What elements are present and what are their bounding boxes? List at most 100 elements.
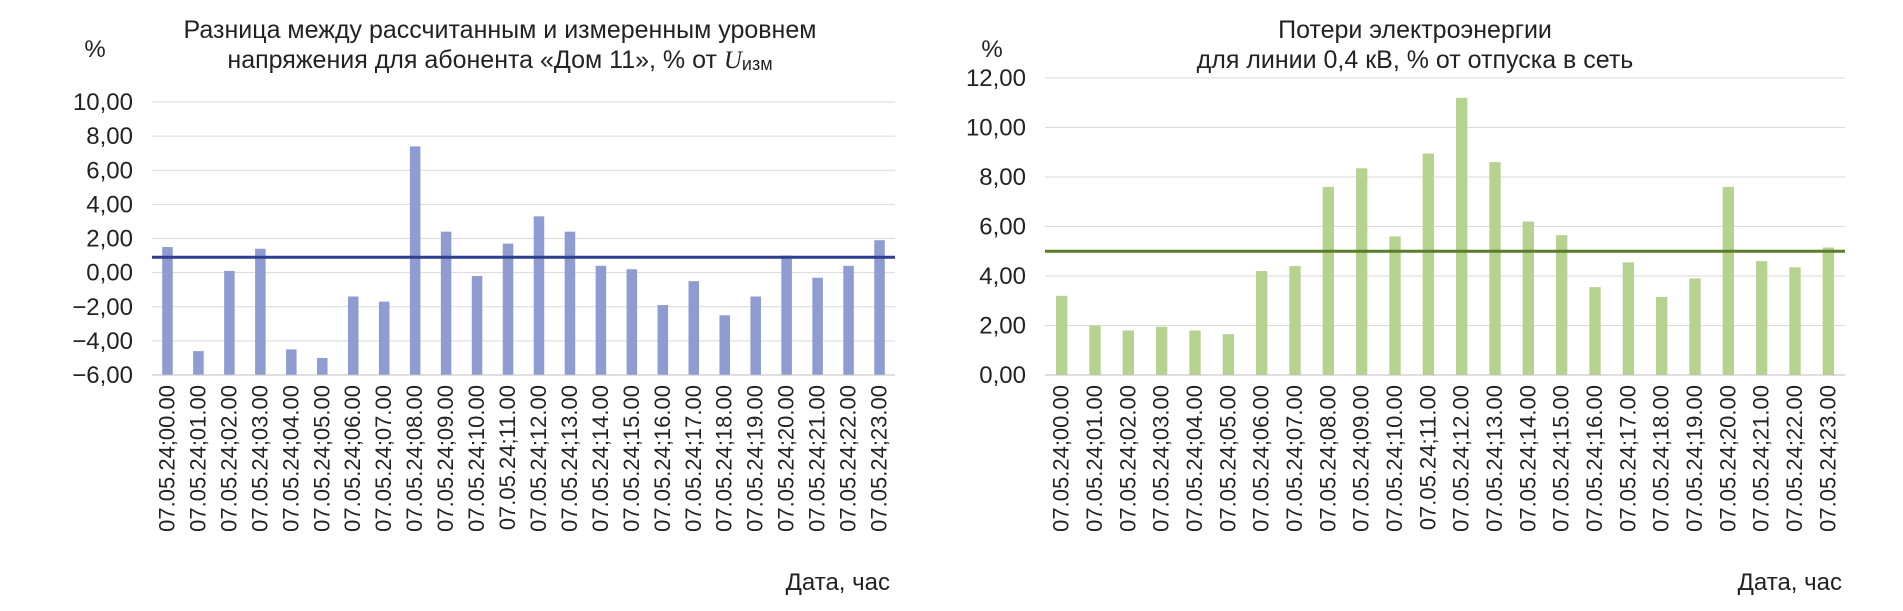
chart-1-y-tick-label: −6,00 bbox=[72, 362, 133, 389]
chart-1-bar bbox=[440, 231, 452, 375]
chart-1-y-tick-label: 2,00 bbox=[86, 226, 133, 253]
chart-2-x-tick-label: 07.05.24;15.00 bbox=[1549, 385, 1574, 532]
chart-1-bar bbox=[317, 357, 328, 375]
chart-2-x-tick-label: 07.05.24;16.00 bbox=[1582, 385, 1607, 532]
chart-2-x-tick-label: 07.05.24;21.00 bbox=[1749, 385, 1774, 532]
chart-1-x-tick-label: 07.05.24;01.00 bbox=[185, 385, 210, 532]
chart-1-x-tick-label: 07.05.24;03.00 bbox=[247, 385, 272, 532]
chart-2-bar bbox=[1822, 247, 1834, 375]
chart-1-x-tick-label: 07.05.24;18.00 bbox=[712, 385, 737, 532]
chart-2-bar bbox=[1689, 278, 1701, 375]
chart-1-x-tick-label: 07.05.24;17.00 bbox=[681, 385, 706, 532]
chart-1-title-subscript: изм bbox=[742, 54, 773, 74]
chart-1-bar bbox=[719, 315, 730, 375]
chart-2-x-tick-label: 07.05.24;11.00 bbox=[1415, 385, 1440, 530]
chart-1-title-line1: Разница между рассчитанным и измеренным … bbox=[184, 16, 817, 44]
chart-2-title-line1: Потери электроэнергии bbox=[1278, 16, 1552, 44]
chart-1-x-tick-label: 07.05.24;16.00 bbox=[650, 385, 675, 532]
chart-1-bar bbox=[502, 243, 514, 375]
chart-2-x-tick-label: 07.05.24;04.00 bbox=[1182, 385, 1207, 532]
chart-2-y-tick-label: 0,00 bbox=[979, 362, 1026, 389]
chart-2-x-tick-label: 07.05.24;07.00 bbox=[1282, 385, 1307, 532]
chart-1-x-tick-label: 07.05.24;09.00 bbox=[433, 385, 458, 532]
chart-1-y-tick-label: 6,00 bbox=[86, 157, 133, 184]
chart-2-bar bbox=[1589, 287, 1601, 375]
chart-2-y-tick-label: 8,00 bbox=[979, 164, 1026, 191]
chart-2-y-tick-label: 4,00 bbox=[979, 263, 1026, 290]
chart-1-y-tick-label: 4,00 bbox=[86, 191, 133, 218]
chart-2-bar bbox=[1722, 186, 1734, 375]
chart-1-bar bbox=[255, 248, 266, 375]
chart-1-x-tick-label: 07.05.24;13.00 bbox=[557, 385, 582, 532]
chart-1-bar bbox=[378, 301, 390, 375]
chart-1-x-tick-label: 07.05.24;21.00 bbox=[805, 385, 830, 532]
chart-1-bar bbox=[347, 296, 359, 375]
chart-1-x-tick-label: 07.05.24;15.00 bbox=[619, 385, 644, 532]
chart-1-bar bbox=[688, 281, 700, 375]
chart-1-bar bbox=[193, 351, 204, 375]
chart-2-x-tick-label: 07.05.24;03.00 bbox=[1149, 385, 1174, 532]
chart-2-x-tick-label: 07.05.24;22.00 bbox=[1782, 385, 1807, 532]
chart-1-x-tick-label: 07.05.24;11.00 bbox=[495, 385, 520, 530]
chart-2-bar bbox=[1556, 235, 1568, 375]
chart-1-bar bbox=[843, 265, 854, 375]
chart-1: Разница между рассчитанным и измеренным … bbox=[72, 16, 895, 596]
chart-2-bar bbox=[1756, 261, 1768, 375]
chart-1-x-tick-label: 07.05.24;14.00 bbox=[588, 385, 613, 532]
chart-2-bar bbox=[1322, 186, 1334, 375]
chart-1-bar bbox=[781, 255, 792, 375]
chart-2-bar bbox=[1156, 326, 1168, 375]
chart-2-bar bbox=[1622, 262, 1634, 375]
chart-2-x-tick-label: 07.05.24;20.00 bbox=[1715, 385, 1740, 532]
chart-1-bar bbox=[564, 231, 576, 375]
chart-2-plot: 0,00 2,00 4,00 6,00 8,00 10,00 12,00 07.05.24;0… bbox=[966, 65, 1845, 532]
chart-2-bar bbox=[1222, 334, 1234, 375]
chart-2-bar bbox=[1456, 97, 1468, 376]
chart-2-bar bbox=[1356, 168, 1368, 375]
chart-1-x-axis-label: Дата, час bbox=[786, 569, 890, 596]
chart-2-bar bbox=[1489, 162, 1501, 375]
chart-1-bar bbox=[533, 216, 545, 375]
chart-2-x-axis-label: Дата, час bbox=[1738, 569, 1842, 596]
chart-1-x-tick-label: 07.05.24;22.00 bbox=[836, 385, 861, 532]
chart-2-x-tick-label: 07.05.24;10.00 bbox=[1382, 385, 1407, 532]
chart-2-bar bbox=[1122, 330, 1134, 375]
chart-1-bar bbox=[162, 247, 173, 375]
chart-2-x-tick-label: 07.05.24;09.00 bbox=[1349, 385, 1374, 532]
chart-1-y-tick-label: −2,00 bbox=[72, 294, 133, 321]
chart-1-bar bbox=[595, 265, 607, 375]
chart-1-bar bbox=[874, 240, 885, 375]
chart-1-x-tick-label: 07.05.24;12.00 bbox=[526, 385, 551, 532]
chart-1-y-tick-label: −4,00 bbox=[72, 328, 133, 355]
chart-2-x-tick-label: 07.05.24;19.00 bbox=[1682, 385, 1707, 532]
chart-2-x-tick-label: 07.05.24;01.00 bbox=[1082, 385, 1107, 532]
chart-1-x-tick-label: 07.05.24;02.00 bbox=[216, 385, 241, 532]
chart-2-bar bbox=[1289, 266, 1301, 375]
chart-1-bar bbox=[409, 146, 421, 375]
chart-1-x-tick-label: 07.05.24;04.00 bbox=[278, 385, 303, 532]
chart-1-bar bbox=[286, 349, 297, 375]
chart-2-y-tick-label: 2,00 bbox=[979, 313, 1026, 340]
chart-2-title-line2: для линии 0,4 кВ, % от отпуска в сеть bbox=[1197, 46, 1634, 74]
chart-2-x-tick-label: 07.05.24;00.00 bbox=[1049, 385, 1074, 532]
chart-1-x-tick-label: 07.05.24;00.00 bbox=[154, 385, 179, 532]
chart-2-bar bbox=[1189, 330, 1201, 375]
chart-1-bar bbox=[471, 276, 483, 375]
chart-2-x-tick-label: 07.05.24;12.00 bbox=[1449, 385, 1474, 532]
chart-2-x-tick-label: 07.05.24;23.00 bbox=[1815, 385, 1840, 532]
chart-2-bar bbox=[1089, 325, 1101, 375]
chart-1-x-tick-label: 07.05.24;19.00 bbox=[743, 385, 768, 532]
chart-1-title-symbol: U bbox=[724, 47, 744, 74]
chart-1-y-tick-label: 8,00 bbox=[86, 123, 133, 150]
chart-1-x-tick-label: 07.05.24;06.00 bbox=[340, 385, 365, 532]
chart-2-bar bbox=[1256, 271, 1268, 375]
chart-1-title-line2: напряжения для абонента «Дом 11», % от U… bbox=[227, 46, 772, 74]
chart-1-y-unit: % bbox=[84, 36, 105, 63]
chart-1-bar bbox=[657, 305, 669, 375]
chart-2-bar bbox=[1389, 236, 1401, 375]
chart-2-x-tick-label: 07.05.24;17.00 bbox=[1615, 385, 1640, 532]
chart-1-plot: −6,00 −4,00 −2,00 0,00 2,00 4,00 6,00 8,00 10,00… bbox=[72, 89, 895, 532]
chart-1-x-tick-label: 07.05.24;10.00 bbox=[464, 385, 489, 532]
chart-2-bar bbox=[1656, 297, 1668, 375]
